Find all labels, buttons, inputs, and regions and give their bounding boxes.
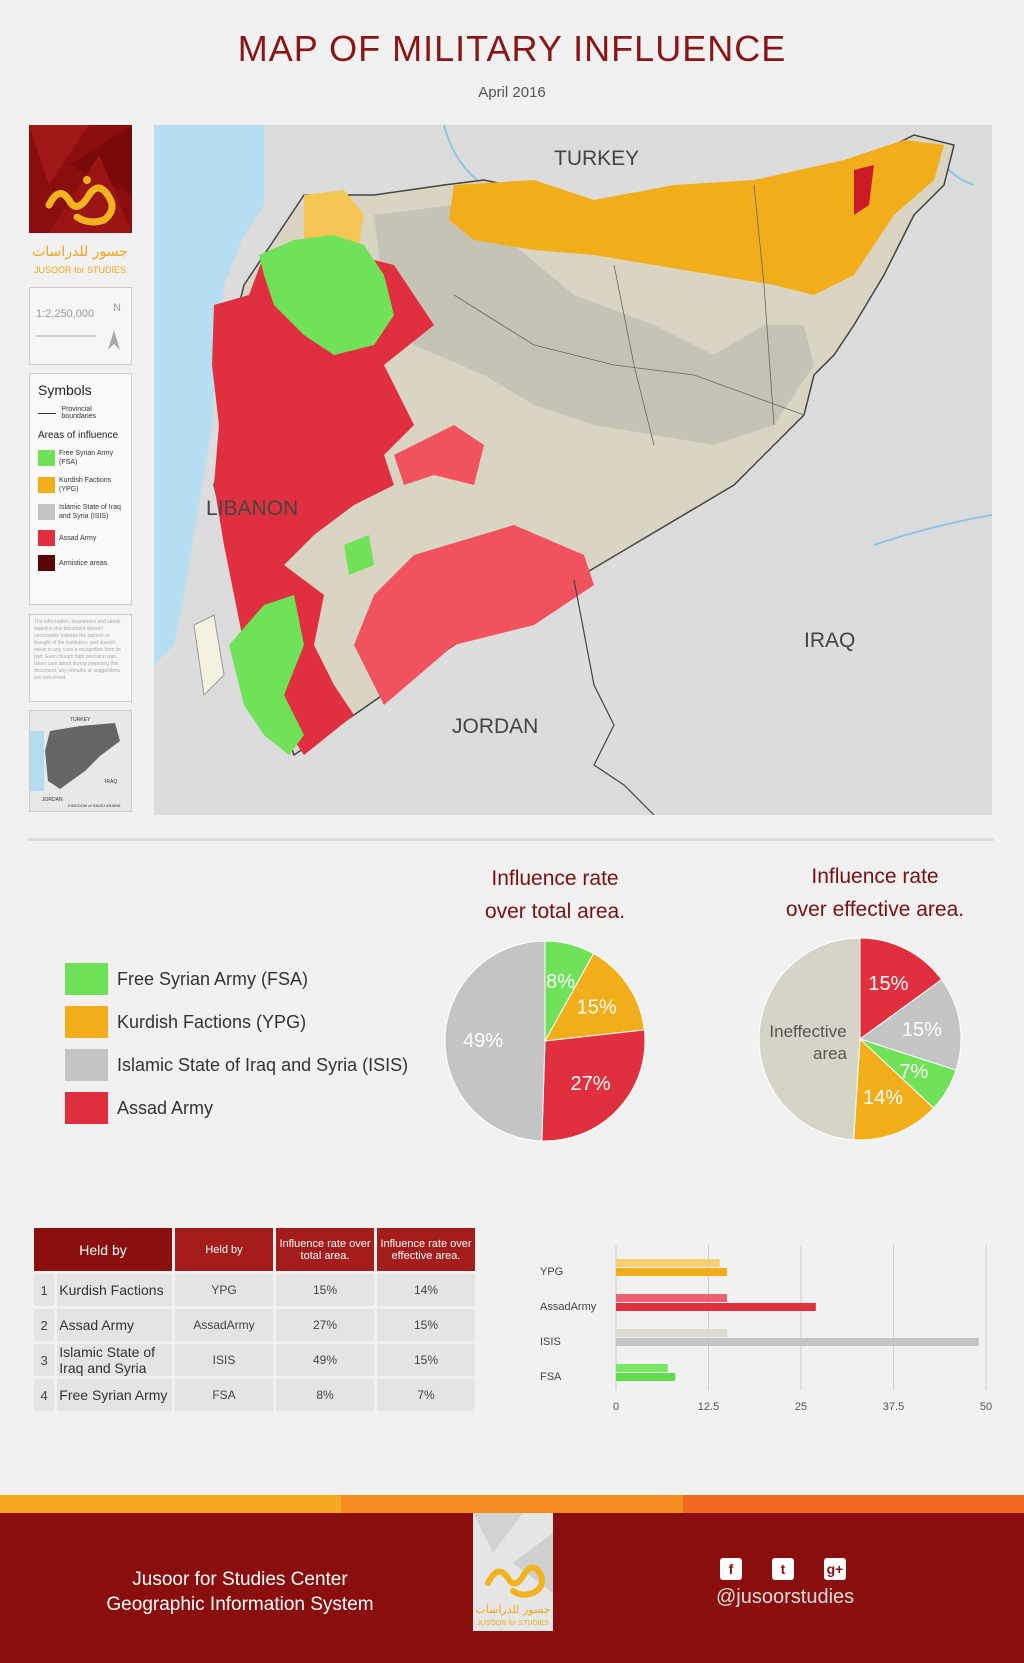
disclaimer-text: The information, boundaries and labels s… <box>29 614 132 702</box>
bar-assadarmy <box>616 1303 816 1311</box>
social-handle[interactable]: @jusoorstudies <box>716 1586 855 1608</box>
inset-map: TURKEY IRAQ JORDAN KINGDOM of SAUDI ARAB… <box>29 710 132 812</box>
label-lebanon: LIBANON <box>206 497 298 520</box>
svg-text:JUSOOR for STUDIES: JUSOOR for STUDIES <box>34 265 126 275</box>
pie-slice-assad-army <box>859 937 943 1040</box>
pie-label: 8% <box>546 971 575 993</box>
pie2-title: Influence rate over effective area. <box>785 865 965 921</box>
footer: Jusoor for Studies Center Geographic Inf… <box>0 1513 1024 1663</box>
pie-label: 49% <box>463 1030 503 1052</box>
label-iraq: IRAQ <box>804 629 855 652</box>
legend-item-ypg: Kurdish Factions (YPG) <box>65 1006 408 1038</box>
jusoor-logo: جسور للدراسات JUSOOR for STUDIES <box>29 125 132 280</box>
legend: Free Syrian Army (FSA) Kurdish Factions … <box>65 963 408 1135</box>
footer-logo: جسور للدراسات JUSOOR for STUDIES <box>473 1513 553 1631</box>
pie-label: 7% <box>899 1061 928 1083</box>
pie-slice-ypg <box>544 952 645 1042</box>
influence-map: TURKEY LIBANON IRAQ JORDAN <box>154 124 993 816</box>
table-row: 1 Kurdish Factions YPG 15% 14% <box>34 1274 475 1306</box>
legend-item-fsa: Free Syrian Army (FSA) <box>65 963 408 995</box>
table-row: 2 Assad Army AssadArmy 27% 15% <box>34 1309 475 1341</box>
legend-item-assad: Assad Army <box>65 1092 408 1124</box>
twitter-icon[interactable]: t <box>772 1558 794 1580</box>
bar-isis <box>616 1329 727 1337</box>
table-row: 3 Islamic State of Iraq and Syria ISIS 49%… <box>34 1344 475 1376</box>
header-effective-rate: Influence rate over effective area. <box>377 1228 475 1271</box>
pie1-title: Influence rate over total area. <box>484 867 626 923</box>
footer-stripe <box>0 1495 1024 1513</box>
section-divider <box>28 838 994 841</box>
legend-item-isis: Islamic State of Iraq and Syria (ISIS) <box>65 1049 408 1081</box>
label-turkey: TURKEY <box>554 147 639 170</box>
header-total-rate: Influence rate over total area. <box>276 1228 374 1271</box>
pie-label: 14% <box>863 1087 903 1109</box>
pie-slice-isis <box>444 940 546 1142</box>
pie-slice-ypg <box>853 1037 935 1141</box>
pie-chart-effective: 15% 15% 7% 14% Ineffective area <box>758 937 962 1141</box>
svg-text:KINGDOM of SAUDI ARABIA: KINGDOM of SAUDI ARABIA <box>68 803 121 808</box>
pie-label: 15% <box>868 973 908 995</box>
x-tick-label: 37.5 <box>883 1401 904 1413</box>
bar-ypg <box>616 1268 727 1276</box>
footer-org: Jusoor for Studies Center <box>132 1569 348 1590</box>
bar-fsa <box>616 1373 676 1381</box>
influence-table: Held by Held by Influence rate over tota… <box>31 1225 478 1414</box>
category-label: YPG <box>540 1266 563 1278</box>
page-date: April 2016 <box>478 84 546 101</box>
svg-text:TURKEY: TURKEY <box>70 717 91 723</box>
footer-gis: Geographic Information System <box>106 1594 374 1615</box>
pie-slice-ineffective-area <box>758 937 861 1141</box>
bar-fsa <box>616 1364 668 1372</box>
ineffective-label: Ineffective <box>769 1022 846 1041</box>
north-arrow: N <box>113 302 121 314</box>
pie-chart-total: 8%15% 27% 49% <box>444 940 646 1142</box>
facebook-icon[interactable]: f <box>720 1558 742 1580</box>
ineffective-label: area <box>813 1044 848 1063</box>
bar-assadarmy <box>616 1294 727 1302</box>
x-tick-label: 0 <box>613 1401 619 1413</box>
x-tick-label: 25 <box>795 1401 807 1413</box>
page-title: MAP OF MILITARY INFLUENCE <box>237 28 787 69</box>
svg-text:IRAQ: IRAQ <box>105 779 117 785</box>
svg-text:JORDAN: JORDAN <box>42 797 63 803</box>
pie-slice-isis <box>858 978 962 1071</box>
category-label: FSA <box>540 1371 562 1383</box>
header-held-by: Held by <box>34 1228 172 1271</box>
x-tick-label: 12.5 <box>698 1401 719 1413</box>
google-plus-icon[interactable]: g+ <box>824 1558 846 1580</box>
svg-text:JUSOOR for STUDIES: JUSOOR for STUDIES <box>477 1620 549 1627</box>
svg-text:جسور للدراسات: جسور للدراسات <box>32 244 128 260</box>
symbols-legend: Symbols Provincial boundaries Areas of i… <box>29 373 132 605</box>
category-label: AssadArmy <box>540 1301 597 1313</box>
label-jordan: JORDAN <box>452 715 538 738</box>
pie-slice-assad-army <box>541 1029 646 1142</box>
scale-bar: 1:2,250,000 N <box>29 287 132 365</box>
svg-text:جسور للدراسات: جسور للدراسات <box>475 1603 550 1616</box>
x-tick-label: 50 <box>980 1401 992 1413</box>
pie-label: 15% <box>577 997 617 1019</box>
pie-label: 15% <box>902 1019 942 1041</box>
category-label: ISIS <box>540 1336 561 1348</box>
header-held-by-code: Held by <box>175 1228 273 1271</box>
table-row: 4 Free Syrian Army FSA 8% 7% <box>34 1379 475 1411</box>
bar-isis <box>616 1338 979 1346</box>
bar-chart: 0 12.5 25 37.5 50 YPG AssadArmy ISIS FSA <box>540 1245 992 1413</box>
bar-ypg <box>616 1259 720 1267</box>
pie-label: 27% <box>571 1073 611 1095</box>
